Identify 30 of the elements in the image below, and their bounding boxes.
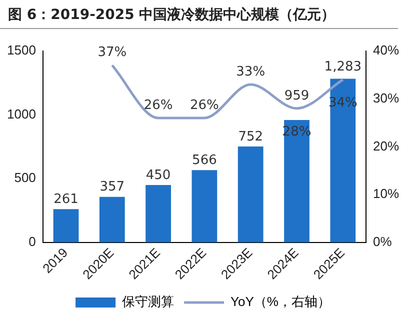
data-label: 566 bbox=[192, 153, 217, 168]
y2-tick-label: 40% bbox=[372, 42, 400, 58]
y2-tick-label: 30% bbox=[372, 90, 400, 106]
data-label: 26% bbox=[190, 98, 219, 113]
y2-tick-label: 0% bbox=[372, 234, 392, 249]
data-label: 37% bbox=[98, 45, 127, 60]
y2-tick-label: 20% bbox=[372, 138, 400, 154]
bar bbox=[99, 196, 125, 242]
bar bbox=[146, 184, 171, 242]
bar bbox=[284, 120, 310, 242]
bar bbox=[238, 146, 264, 242]
bar bbox=[330, 78, 356, 242]
legend-label: YoY（%，右轴） bbox=[230, 294, 330, 310]
data-label: 33% bbox=[236, 64, 266, 80]
legend-label: 保守测算 bbox=[122, 294, 174, 310]
bar bbox=[53, 209, 79, 242]
y-tick-label: 1500 bbox=[7, 42, 36, 58]
y-tick-label: 500 bbox=[14, 170, 36, 186]
data-label: 959 bbox=[284, 88, 310, 104]
data-label: 357 bbox=[100, 180, 125, 195]
data-label: 261 bbox=[54, 192, 78, 207]
chart-title: 图 6：2019-2025 中国液冷数据中心规模（亿元） bbox=[0, 0, 398, 29]
data-label: 26% bbox=[144, 98, 173, 113]
data-label: 752 bbox=[238, 129, 264, 144]
y2-tick-label: 10% bbox=[372, 186, 400, 202]
y-tick-label: 0 bbox=[28, 234, 36, 249]
y-tick-label: 1000 bbox=[7, 106, 36, 122]
data-label: 450 bbox=[146, 168, 171, 183]
data-label: 1,283 bbox=[324, 60, 362, 75]
bar bbox=[192, 170, 218, 242]
